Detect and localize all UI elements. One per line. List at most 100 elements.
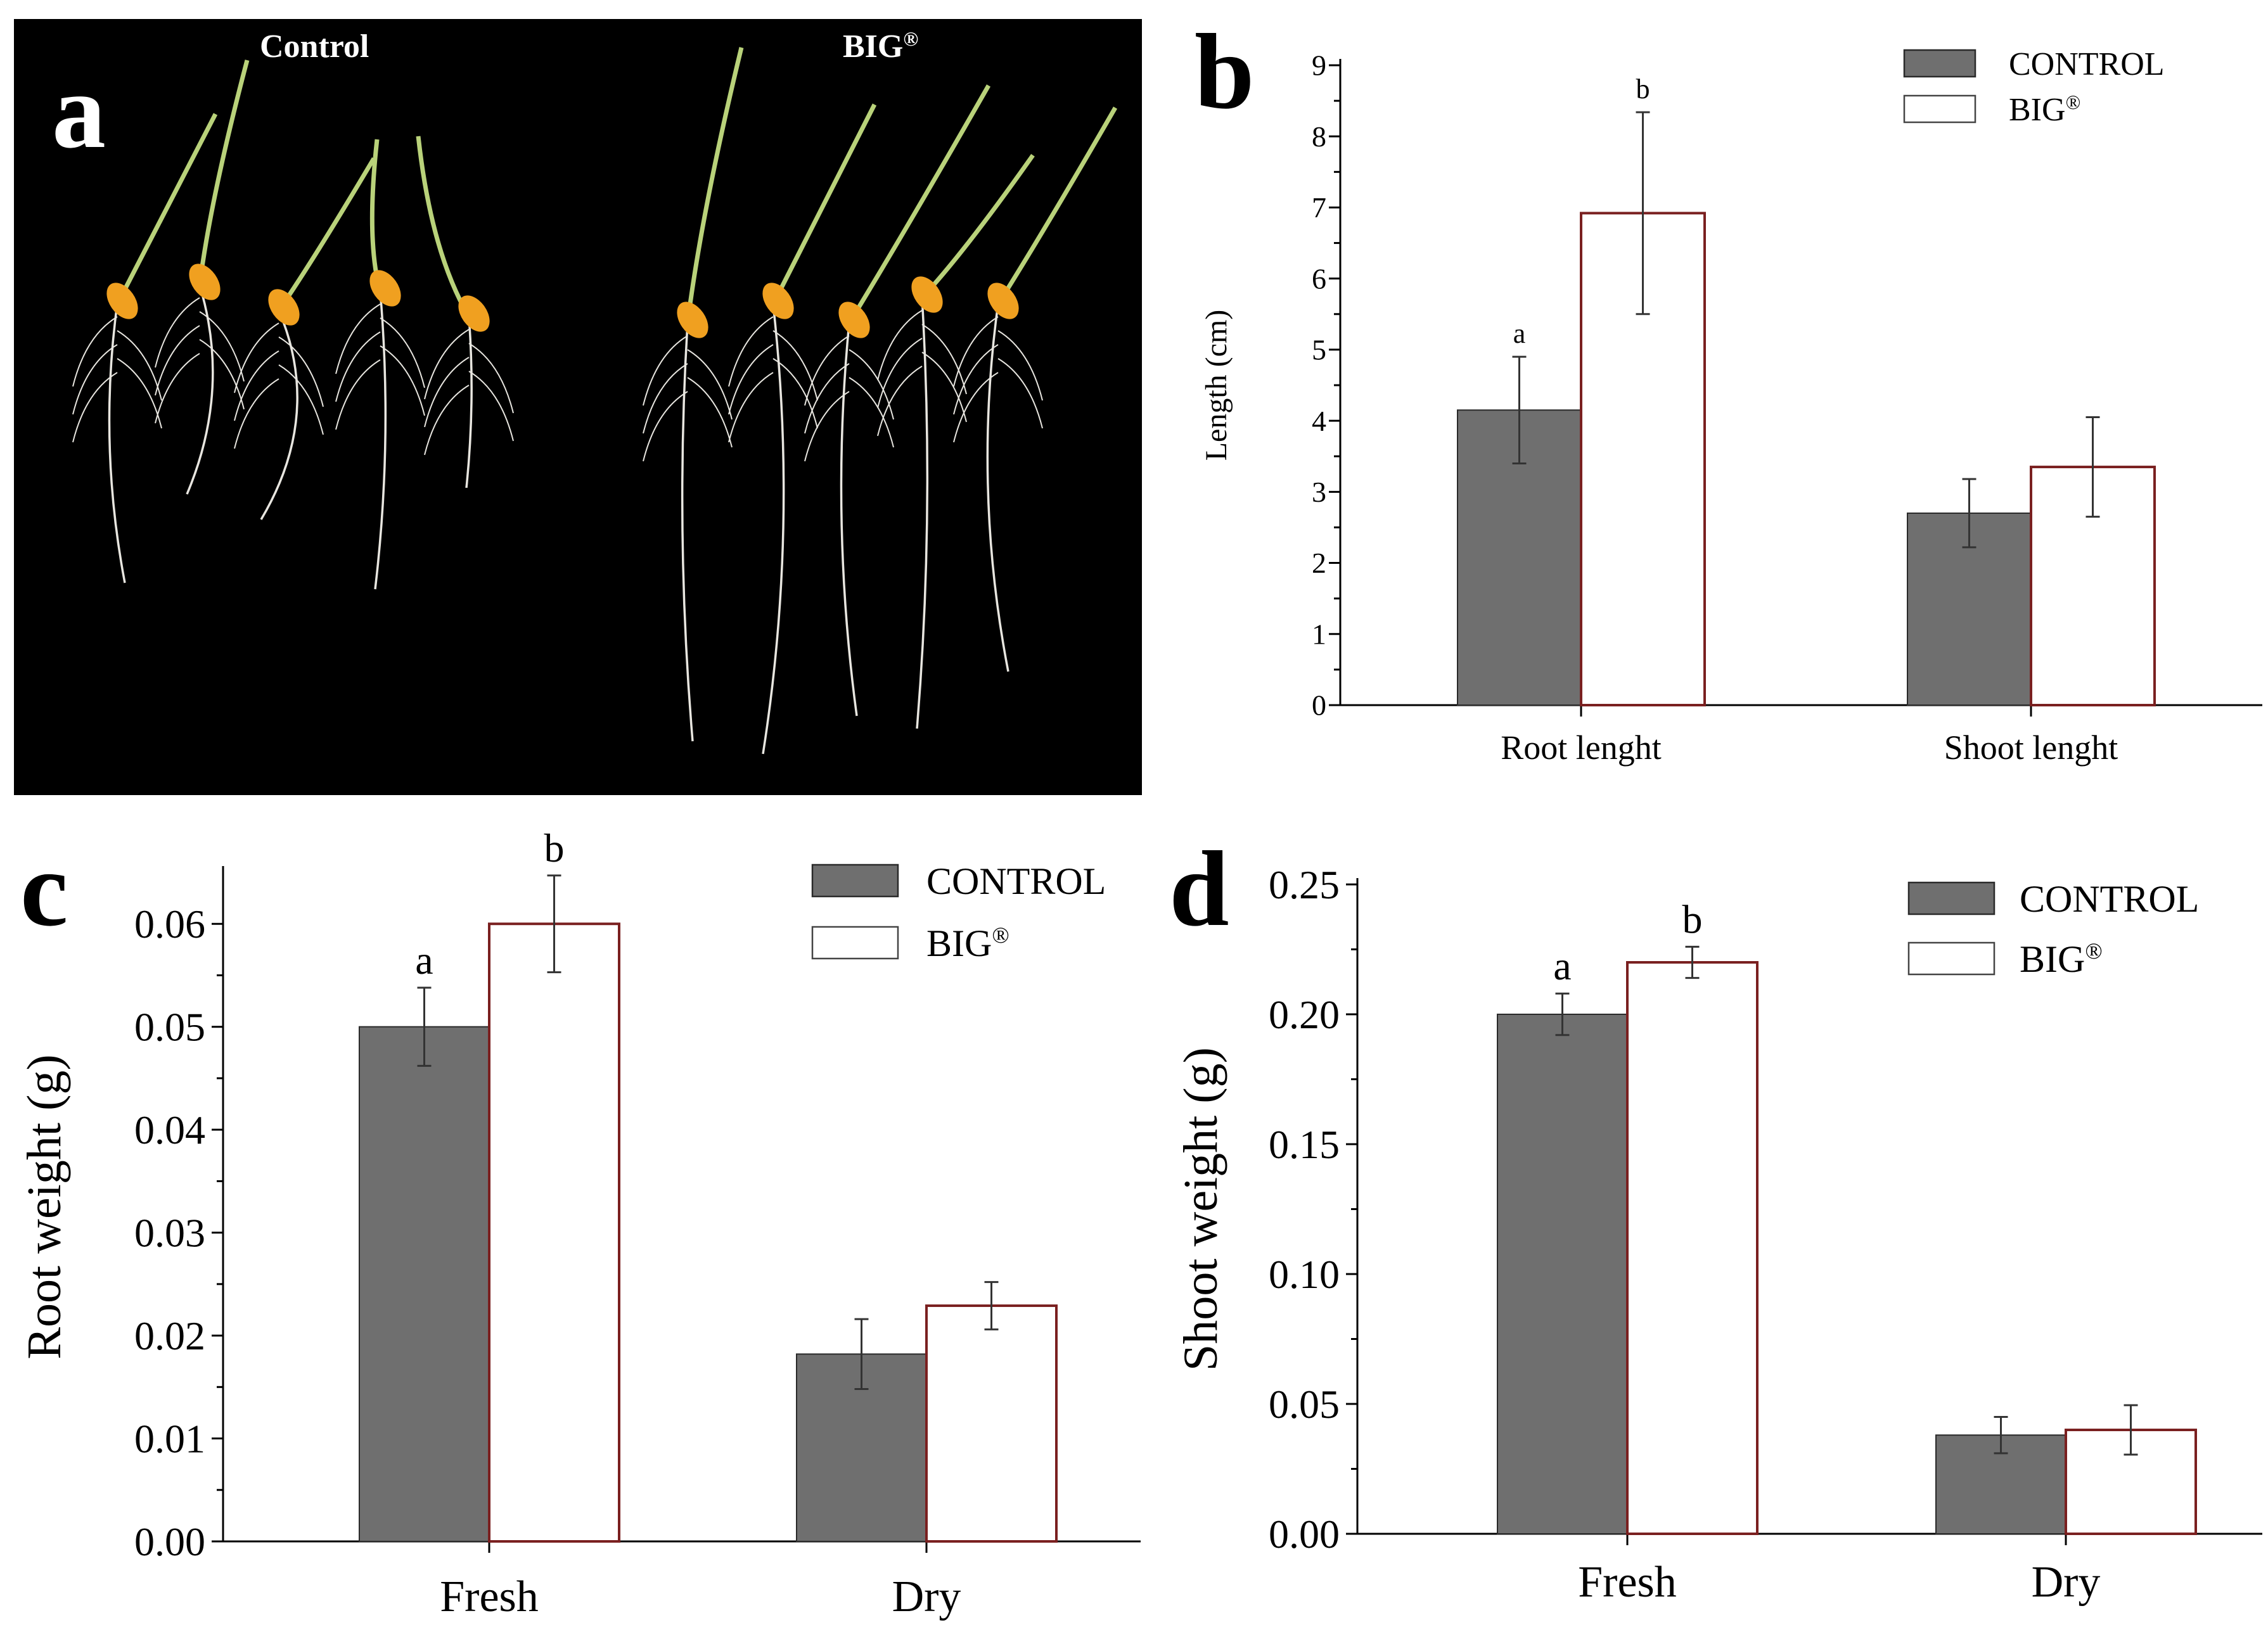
seedling-shoot xyxy=(847,84,991,324)
legend-label-control: CONTROL xyxy=(926,860,1106,902)
seedling-shoot xyxy=(996,106,1118,305)
seedling-lateral-root xyxy=(687,377,733,448)
y-tick-label: 0.10 xyxy=(1269,1252,1340,1297)
seedling-shoot xyxy=(197,60,250,286)
seedling-lateral-root xyxy=(468,343,514,414)
seedling-lateral-root xyxy=(117,358,162,429)
x-tick-label: Root lenght xyxy=(1501,729,1662,767)
seedling-shoot xyxy=(771,103,877,305)
seedling-lateral-root xyxy=(804,363,850,434)
seedling-root xyxy=(762,303,785,755)
legend-swatch-big xyxy=(1903,94,1976,124)
significance-letter: a xyxy=(415,938,433,983)
y-tick-label: 6 xyxy=(1312,262,1326,295)
y-tick-label: 0.05 xyxy=(134,1004,205,1049)
seed xyxy=(458,295,490,332)
seedling-lateral-root xyxy=(804,335,850,406)
legend-label-big: BIG® xyxy=(926,922,1009,964)
y-tick-label: 0.01 xyxy=(134,1416,205,1461)
panel-d-letter: d xyxy=(1169,829,1229,948)
y-tick-label: 8 xyxy=(1312,120,1326,153)
x-tick-label: Fresh xyxy=(440,1572,539,1621)
chart-d: d 0.00 0.05 0.10 0.15 0.20 0.25 Shoot weight (g… xyxy=(1169,829,2262,1607)
x-tick-label: Fresh xyxy=(1578,1558,1677,1607)
seedling-root xyxy=(186,284,214,495)
seedling-root xyxy=(108,303,126,583)
seedling-lateral-root xyxy=(728,316,774,387)
photo-label-control: Control xyxy=(260,29,369,65)
seedling-lateral-root xyxy=(72,316,118,387)
legend-label-text: CONTROL xyxy=(2020,878,2199,920)
seedling-lateral-root xyxy=(849,349,894,420)
seedling-lateral-root xyxy=(278,364,324,435)
seedling-lateral-root xyxy=(643,335,688,406)
seed xyxy=(268,289,300,326)
seedling-lateral-root xyxy=(117,330,162,401)
significance-letter: b xyxy=(1682,896,1703,941)
seedling-lateral-root xyxy=(728,344,774,415)
seedling-lateral-root xyxy=(921,324,967,395)
seed xyxy=(369,270,401,307)
bar-big xyxy=(488,922,620,1543)
y-tick-label: 7 xyxy=(1312,191,1326,224)
seedlings-illustration xyxy=(72,47,1118,755)
legend-label-text: BIG xyxy=(2020,938,2085,980)
seedling-lateral-root xyxy=(728,372,774,443)
seedling-lateral-root xyxy=(278,336,324,407)
seedling-root xyxy=(465,316,473,488)
seed xyxy=(677,302,708,338)
y-tick-label: 0.00 xyxy=(1269,1512,1340,1557)
seedling-root xyxy=(840,322,858,717)
seedling-lateral-root xyxy=(997,358,1043,429)
y-tick-label: 0.15 xyxy=(1269,1122,1340,1167)
x-tick-label: Shoot lenght xyxy=(1944,729,2118,767)
legend-swatch-big xyxy=(1907,941,1996,976)
y-tick-label: 0.02 xyxy=(134,1313,205,1358)
legend-label-control: CONTROL xyxy=(2009,46,2165,82)
y-tick-label: 0 xyxy=(1312,689,1326,722)
seedling-lateral-root xyxy=(424,385,470,456)
seedling-lateral-root xyxy=(772,358,818,429)
chart-b: b 0 1 2 3 4 5 6 7 8 9 Length (cm) Root lenght a b Shoot… xyxy=(1195,12,2262,767)
y-tick-label: 0.00 xyxy=(134,1519,205,1564)
seedling-lateral-root xyxy=(953,372,999,443)
seedling-lateral-root xyxy=(877,310,923,381)
significance-letter: a xyxy=(1553,943,1571,988)
y-tick-label: 0.05 xyxy=(1269,1382,1340,1427)
seedling-shoot xyxy=(416,136,471,318)
seedling-root xyxy=(260,310,298,520)
legend-label-text: CONTROL xyxy=(2009,46,2165,82)
seedling-lateral-root xyxy=(155,297,200,368)
panel-b-letter: b xyxy=(1195,12,1255,131)
y-axis-label: Length (cm) xyxy=(1200,310,1233,461)
seedling-lateral-root xyxy=(335,303,381,374)
seed xyxy=(911,276,943,313)
legend-label-big: BIG® xyxy=(2020,938,2103,980)
legend-label-big: BIG® xyxy=(2009,91,2080,128)
y-axis-label: Root weight (g) xyxy=(18,1054,71,1359)
seedling-lateral-root xyxy=(877,366,923,437)
legend-label-registered: ® xyxy=(992,922,1009,948)
seedling-lateral-root xyxy=(953,316,999,387)
seedling-lateral-root xyxy=(72,344,118,415)
seed xyxy=(106,283,138,319)
y-tick-label: 0.20 xyxy=(1269,992,1340,1037)
seedling-lateral-root xyxy=(234,350,279,421)
seed xyxy=(987,283,1019,319)
seedling-lateral-root xyxy=(335,331,381,402)
seed xyxy=(838,302,870,338)
seedling-lateral-root xyxy=(877,338,923,409)
y-tick-label: 2 xyxy=(1312,547,1326,579)
seedling-lateral-root xyxy=(804,391,850,462)
panel-a-photo: a Control BIG® xyxy=(14,19,1142,795)
seedling-shoot xyxy=(115,113,218,305)
y-tick-label: 9 xyxy=(1312,49,1326,82)
photo-label-big-text: BIG xyxy=(843,29,903,65)
y-tick-label: 0.06 xyxy=(134,902,205,947)
seedling-lateral-root xyxy=(380,317,425,388)
y-tick-label: 3 xyxy=(1312,476,1326,508)
x-tick-label: Dry xyxy=(892,1572,961,1621)
legend-swatch-control xyxy=(811,864,899,898)
seed xyxy=(762,283,794,319)
